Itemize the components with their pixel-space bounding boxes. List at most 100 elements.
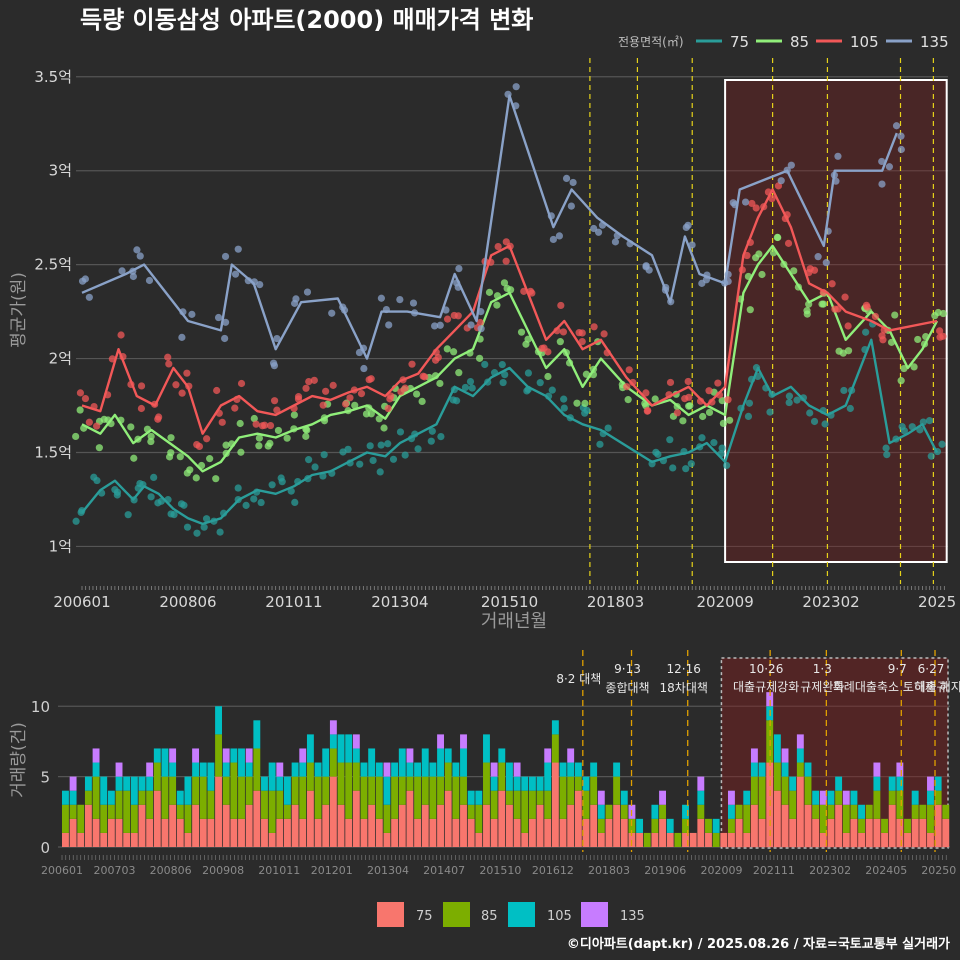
volume-bar-85 [551, 734, 559, 763]
bottom-x-tick-label: 200703 [93, 864, 135, 877]
legend-label-75: 75 [730, 33, 749, 51]
bottom-x-tick-label: 201906 [644, 864, 686, 877]
volume-bar-85 [69, 804, 77, 819]
scatter-point-135 [360, 364, 368, 373]
volume-bar-135 [146, 762, 154, 777]
volume-bar-105 [161, 748, 169, 777]
volume-bar-75 [842, 832, 850, 847]
scatter-point-75 [669, 464, 677, 472]
scatter-point-135 [777, 177, 785, 185]
scatter-point-85 [130, 454, 138, 462]
volume-bar-75 [222, 804, 230, 847]
scatter-point-85 [581, 399, 589, 407]
volume-bar-135 [766, 692, 774, 707]
volume-bar-135 [437, 734, 444, 749]
bottom-x-tick-label: 202009 [700, 864, 742, 877]
volume-bar-135 [896, 762, 904, 777]
volume-bar-75 [781, 804, 789, 847]
top-x-axis-label: 거래년월 [481, 611, 547, 632]
volume-bar-105 [337, 734, 345, 763]
volume-bar-105 [812, 790, 820, 805]
volume-bar-105 [697, 790, 705, 805]
volume-bar-85 [544, 790, 552, 819]
volume-bar-75 [835, 804, 843, 847]
volume-bar-75 [475, 832, 483, 847]
scatter-point-135 [814, 253, 822, 261]
volume-bar-85 [77, 804, 85, 833]
scatter-point-135 [292, 295, 300, 303]
scatter-point-135 [477, 325, 485, 333]
scatter-point-135 [377, 294, 385, 302]
volume-bar-75 [773, 790, 781, 847]
scatter-point-75 [744, 412, 753, 421]
scatter-point-135 [834, 152, 842, 160]
volume-bar-85 [176, 804, 184, 819]
scatter-point-75 [167, 510, 175, 518]
scatter-point-75 [437, 433, 445, 441]
volume-bar-105 [92, 762, 100, 777]
scatter-point-105 [714, 379, 722, 387]
scatter-point-75 [180, 501, 188, 509]
bottom-y-tick-label: 10 [31, 698, 50, 716]
volume-bar-85 [375, 776, 383, 819]
scatter-point-75 [154, 499, 162, 507]
scatter-point-135 [85, 293, 93, 301]
scatter-point-75 [339, 448, 347, 456]
volume-bar-105 [375, 762, 383, 777]
volume-bar-105 [467, 790, 475, 805]
scatter-point-105 [273, 406, 281, 414]
scatter-point-75 [810, 417, 819, 426]
volume-bar-85 [92, 776, 100, 819]
volume-bar-135 [842, 790, 850, 805]
scatter-point-75 [687, 460, 695, 468]
volume-bar-105 [238, 748, 245, 777]
scatter-point-135 [562, 174, 571, 182]
volume-bar-85 [406, 776, 414, 791]
volume-bar-135 [276, 762, 284, 777]
scatter-point-105 [443, 315, 452, 323]
volume-bar-105 [452, 762, 460, 777]
volume-bar-105 [437, 748, 444, 777]
scatter-point-85 [455, 369, 463, 377]
volume-bar-75 [705, 832, 712, 847]
scatter-point-135 [688, 241, 696, 249]
volume-bar-75 [904, 832, 911, 847]
top-y-tick-label: 1.5억 [34, 444, 72, 462]
volume-bar-85 [758, 776, 766, 819]
policy-date-label: 1·3 [813, 662, 832, 676]
scatter-point-75 [596, 440, 604, 448]
scatter-point-75 [396, 428, 405, 436]
scatter-point-135 [221, 252, 230, 261]
volume-bar-75 [582, 818, 590, 847]
volume-bar-75 [130, 832, 138, 847]
scatter-point-135 [129, 272, 137, 281]
volume-bar-85 [674, 832, 682, 847]
scatter-point-85 [167, 434, 175, 442]
scatter-point-105 [302, 384, 310, 392]
volume-bar-85 [934, 790, 942, 805]
scatter-point-85 [755, 250, 763, 258]
scatter-point-135 [611, 238, 620, 246]
scatter-point-105 [784, 239, 793, 247]
volume-bar-105 [567, 762, 575, 777]
volume-bar-75 [414, 818, 422, 847]
footer-credit: ©디아파트(dapt.kr) / 2025.08.26 / 자료=국토교통부 실… [567, 936, 950, 952]
scatter-point-135 [256, 281, 264, 289]
bottom-x-tick-label: 200806 [150, 864, 192, 877]
volume-bar-105 [84, 776, 92, 791]
volume-bar-105 [858, 804, 866, 819]
scatter-point-105 [213, 386, 221, 395]
volume-bar-105 [896, 776, 904, 791]
scatter-point-135 [512, 83, 520, 91]
volume-bar-105 [827, 790, 835, 805]
volume-bar-105 [850, 790, 858, 805]
scatter-point-135 [221, 334, 229, 343]
scatter-point-75 [147, 493, 155, 501]
top-x-tick-label: 201304 [371, 593, 428, 611]
scatter-point-75 [883, 451, 891, 459]
scatter-point-135 [188, 310, 196, 318]
volume-bar-105 [498, 748, 506, 763]
scatter-point-75 [200, 523, 208, 531]
policy-desc-label: 특례대출축소 토허제 해지 [833, 680, 960, 694]
scatter-point-85 [500, 279, 509, 287]
